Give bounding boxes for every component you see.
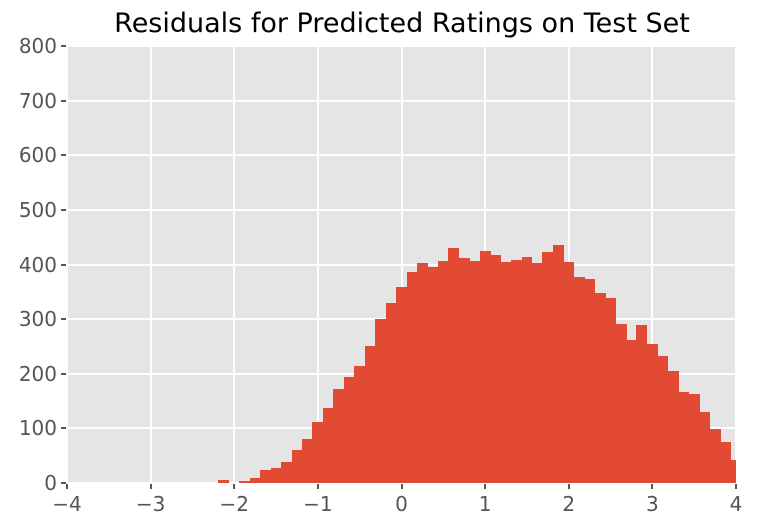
histogram-bar [636,324,648,483]
histogram-bar [458,257,470,483]
y-tick-label: 800 [18,34,57,58]
histogram-bar [511,260,522,483]
histogram-bar [448,247,460,483]
histogram-bar [301,439,313,483]
histogram-bar [552,244,564,483]
x-tick-label: 3 [646,492,659,516]
histogram-bar [615,323,627,483]
histogram-bar [364,346,376,483]
x-tick-label: 4 [729,492,743,516]
vertical-gridline [233,46,236,483]
y-tick-mark [61,318,66,321]
y-tick-label: 600 [18,143,57,168]
histogram-bar [291,449,303,483]
histogram-bar [646,344,658,483]
x-tick-label: −4 [52,492,82,516]
x-tick-label: 0 [395,492,408,516]
vertical-gridline [67,46,68,483]
histogram-bar [427,266,439,483]
histogram-bar [563,262,575,483]
histogram-bar [500,261,512,483]
plot-area [67,46,736,483]
y-tick-mark [61,45,66,47]
y-tick-label: 700 [18,88,57,113]
x-tick-mark [149,484,152,489]
histogram-bar [375,319,387,483]
x-tick-mark [316,484,319,489]
y-tick-label: 400 [18,252,57,277]
histogram-bar [281,462,293,483]
y-tick-label: 500 [18,197,57,222]
histogram-bar [312,422,324,483]
histogram-bar [688,393,700,483]
y-tick-mark [61,208,66,211]
histogram-bar [270,468,282,483]
x-tick-mark [233,484,236,489]
histogram-bar [239,481,251,483]
y-tick-mark [61,263,66,266]
x-tick-label: 2 [562,492,576,516]
histogram-bar [626,339,637,483]
histogram-bar [416,263,428,483]
vertical-gridline [651,46,654,483]
x-tick-label: 1 [478,492,492,516]
histogram-bar [521,257,533,483]
histogram-bar [730,460,736,483]
vertical-gridline [316,46,319,483]
histogram-bar [720,442,732,483]
histogram-bar [385,302,397,483]
histogram-bar [584,279,596,483]
y-tick-mark [61,154,66,157]
x-tick-label: −2 [219,492,249,516]
histogram-bar [354,366,366,483]
histogram-bar [678,392,690,483]
histogram-bar [479,250,491,483]
histogram-bar [249,478,261,483]
y-tick-mark [61,427,66,430]
x-tick-mark [66,484,68,489]
histogram-bar [469,261,481,483]
histogram-bar [322,408,334,483]
histogram-bar [343,377,355,483]
histogram-bar [699,412,711,483]
histogram-bar [531,263,543,483]
x-tick-mark [400,484,403,489]
x-tick-label: −3 [135,492,166,516]
vertical-gridline [735,46,736,483]
histogram-bar [406,271,418,483]
x-tick-mark [651,484,654,489]
histogram-bar [667,371,679,483]
histogram-bar [709,429,721,483]
histogram-bar [260,469,272,483]
y-tick-label: 300 [18,307,57,332]
x-tick-mark [735,484,737,489]
histogram-bar [490,255,502,483]
vertical-gridline [149,46,152,483]
chart-title: Residuals for Predicted Ratings on Test … [114,8,690,39]
y-tick-label: 0 [44,471,57,495]
histogram-bar [218,480,230,483]
histogram-bar [573,277,585,483]
histogram-bar [657,356,669,483]
y-tick-mark [61,99,66,102]
histogram-bar [437,261,449,483]
x-tick-mark [484,484,487,489]
y-tick-mark [61,482,66,484]
x-tick-label: −1 [303,492,333,516]
histogram-bar [594,292,606,483]
histogram-bar [333,388,345,483]
y-tick-mark [61,372,66,375]
histogram-bar [396,286,408,483]
y-tick-label: 200 [18,361,57,386]
x-tick-mark [567,484,570,489]
histogram-bar [605,298,617,483]
histogram-bar [542,251,554,483]
vertical-gridline [400,46,403,483]
y-tick-label: 100 [18,416,57,441]
